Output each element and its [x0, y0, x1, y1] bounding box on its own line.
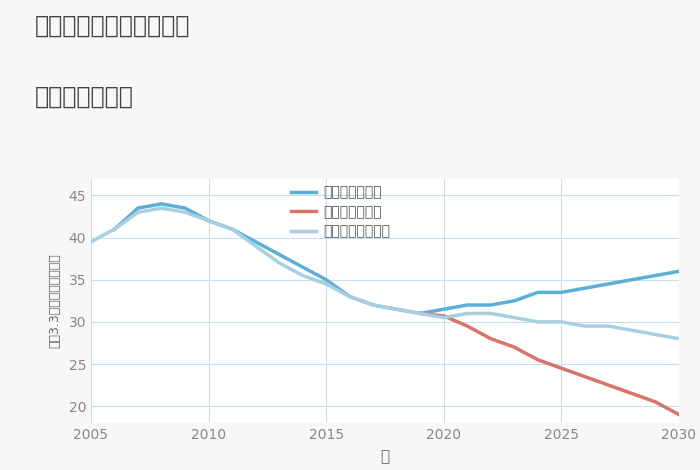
ノーマルシナリオ [486, 311, 495, 316]
グッドシナリオ [393, 306, 401, 312]
グッドシナリオ [111, 227, 119, 232]
ノーマルシナリオ [322, 281, 330, 287]
バッドシナリオ [675, 412, 683, 417]
ノーマルシナリオ [604, 323, 612, 329]
ノーマルシナリオ [275, 260, 284, 266]
Text: 土地の価格推移: 土地の価格推移 [35, 85, 134, 109]
グッドシナリオ [158, 201, 166, 207]
ノーマルシナリオ [533, 319, 542, 325]
ノーマルシナリオ [134, 210, 142, 215]
X-axis label: 年: 年 [380, 449, 390, 464]
Line: バッドシナリオ: バッドシナリオ [420, 313, 679, 415]
バッドシナリオ [581, 374, 589, 379]
グッドシナリオ [628, 277, 636, 282]
ノーマルシナリオ [463, 311, 472, 316]
ノーマルシナリオ [87, 239, 95, 244]
ノーマルシナリオ [228, 227, 237, 232]
ノーマルシナリオ [111, 227, 119, 232]
ノーマルシナリオ [440, 315, 448, 321]
Legend: グッドシナリオ, バッドシナリオ, ノーマルシナリオ: グッドシナリオ, バッドシナリオ, ノーマルシナリオ [291, 186, 390, 239]
グッドシナリオ [322, 277, 330, 282]
グッドシナリオ [533, 290, 542, 295]
バッドシナリオ [651, 399, 659, 405]
バッドシナリオ [557, 365, 566, 371]
バッドシナリオ [486, 336, 495, 342]
グッドシナリオ [181, 205, 189, 211]
ノーマルシナリオ [298, 273, 307, 278]
グッドシナリオ [510, 298, 519, 304]
グッドシナリオ [251, 239, 260, 244]
Y-axis label: 坪（3.3㎡）単価（万円）: 坪（3.3㎡）単価（万円） [49, 253, 62, 348]
ノーマルシナリオ [393, 306, 401, 312]
バッドシナリオ [440, 313, 448, 319]
バッドシナリオ [628, 391, 636, 396]
グッドシナリオ [486, 302, 495, 308]
グッドシナリオ [581, 285, 589, 291]
グッドシナリオ [369, 302, 377, 308]
グッドシナリオ [604, 281, 612, 287]
グッドシナリオ [440, 306, 448, 312]
ノーマルシナリオ [204, 218, 213, 224]
ノーマルシナリオ [158, 205, 166, 211]
ノーマルシナリオ [369, 302, 377, 308]
グッドシナリオ [557, 290, 566, 295]
ノーマルシナリオ [181, 210, 189, 215]
Line: ノーマルシナリオ: ノーマルシナリオ [91, 208, 679, 339]
バッドシナリオ [510, 345, 519, 350]
グッドシナリオ [204, 218, 213, 224]
グッドシナリオ [651, 273, 659, 278]
ノーマルシナリオ [651, 332, 659, 337]
バッドシナリオ [604, 382, 612, 388]
Text: 愛知県海部郡蟹江町城の: 愛知県海部郡蟹江町城の [35, 14, 190, 38]
Line: グッドシナリオ: グッドシナリオ [115, 204, 679, 313]
グッドシナリオ [275, 251, 284, 257]
ノーマルシナリオ [628, 328, 636, 333]
ノーマルシナリオ [251, 243, 260, 249]
グッドシナリオ [228, 227, 237, 232]
グッドシナリオ [675, 268, 683, 274]
ノーマルシナリオ [557, 319, 566, 325]
グッドシナリオ [463, 302, 472, 308]
ノーマルシナリオ [416, 311, 424, 316]
バッドシナリオ [533, 357, 542, 363]
ノーマルシナリオ [581, 323, 589, 329]
ノーマルシナリオ [346, 294, 354, 299]
グッドシナリオ [416, 311, 424, 316]
グッドシナリオ [298, 264, 307, 270]
グッドシナリオ [134, 205, 142, 211]
ノーマルシナリオ [510, 315, 519, 321]
バッドシナリオ [463, 323, 472, 329]
ノーマルシナリオ [675, 336, 683, 342]
バッドシナリオ [416, 311, 424, 316]
グッドシナリオ [346, 294, 354, 299]
